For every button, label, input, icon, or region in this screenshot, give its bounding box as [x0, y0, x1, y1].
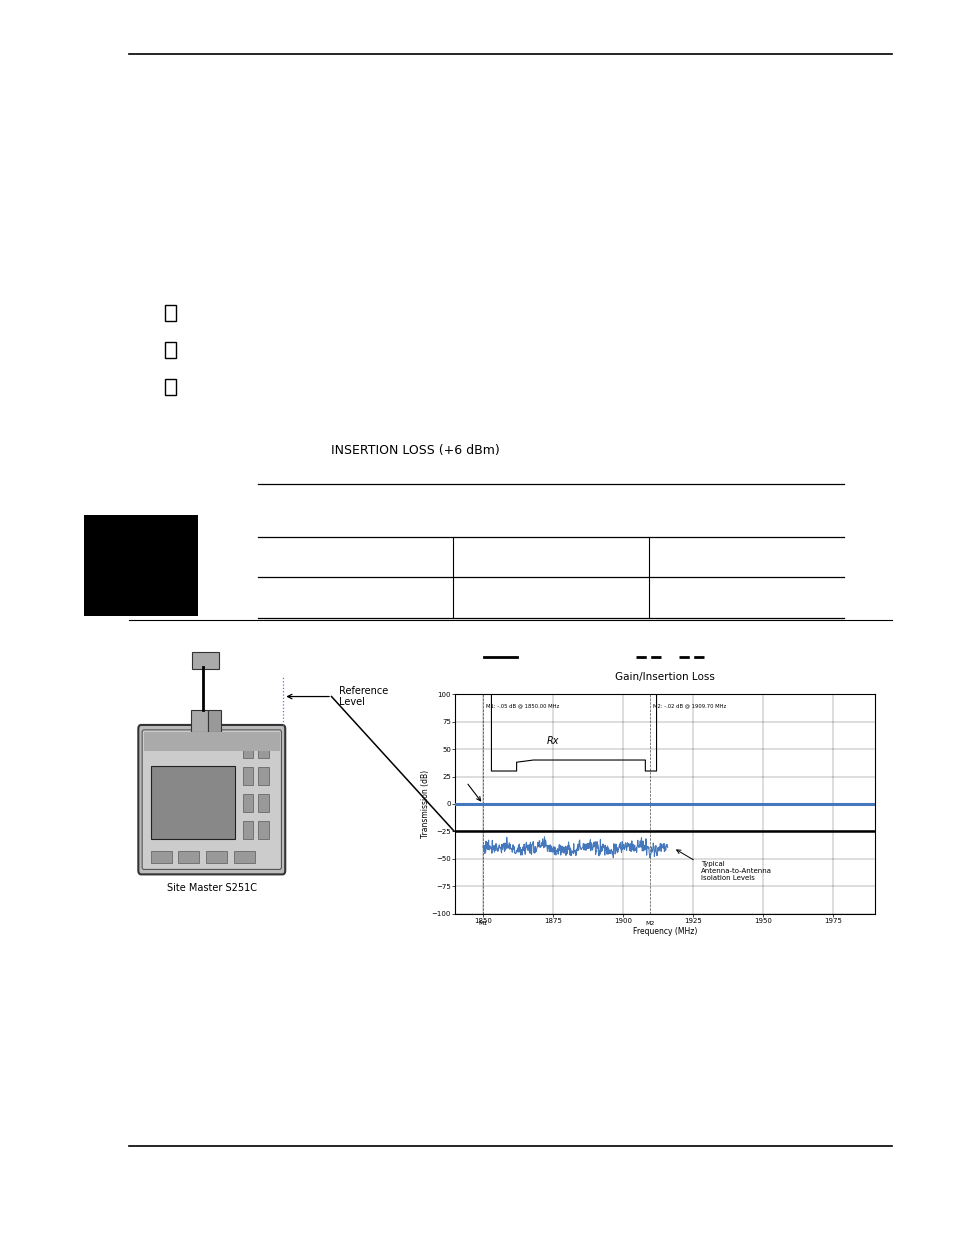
Text: M2: -.02 dB @ 1909.70 MHz: M2: -.02 dB @ 1909.70 MHz: [652, 703, 725, 708]
Bar: [258, 794, 269, 813]
Bar: [165, 342, 175, 358]
Bar: [206, 851, 227, 863]
Text: Typical
Antenna-to-Antenna
Isolation Levels: Typical Antenna-to-Antenna Isolation Lev…: [700, 861, 772, 881]
FancyBboxPatch shape: [142, 730, 281, 869]
Text: M1: -.05 dB @ 1850.00 MHz: M1: -.05 dB @ 1850.00 MHz: [485, 703, 558, 708]
Text: Site Master S251C: Site Master S251C: [167, 883, 256, 893]
Text: M1: M1: [477, 921, 487, 926]
Bar: [243, 794, 253, 813]
Bar: [191, 710, 208, 732]
Bar: [258, 740, 269, 758]
Bar: [144, 732, 279, 751]
Bar: [258, 767, 269, 785]
X-axis label: Frequency (MHz): Frequency (MHz): [632, 926, 697, 936]
Text: Reference
Level: Reference Level: [338, 685, 388, 708]
FancyBboxPatch shape: [138, 725, 285, 874]
Bar: [165, 305, 175, 321]
Bar: [243, 740, 253, 758]
Bar: [178, 851, 199, 863]
Bar: [192, 652, 218, 669]
Text: Rx: Rx: [546, 736, 558, 746]
Text: M2: M2: [645, 921, 654, 926]
Bar: [243, 767, 253, 785]
Text: INSERTION LOSS (+6 dBm): INSERTION LOSS (+6 dBm): [331, 445, 498, 457]
Bar: [151, 766, 235, 840]
Title: Gain/Insertion Loss: Gain/Insertion Loss: [615, 672, 714, 682]
Bar: [151, 851, 172, 863]
Y-axis label: Transmission (dB): Transmission (dB): [420, 769, 430, 839]
Bar: [233, 851, 254, 863]
Bar: [258, 821, 269, 840]
Bar: [165, 379, 175, 395]
Bar: [84, 515, 198, 616]
Bar: [208, 710, 221, 732]
Bar: [243, 821, 253, 840]
